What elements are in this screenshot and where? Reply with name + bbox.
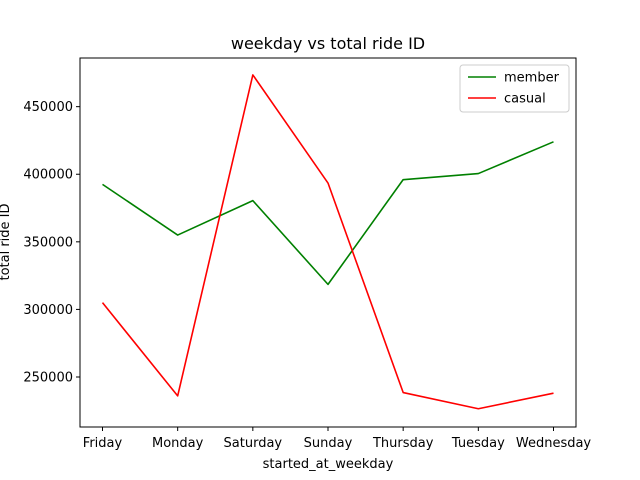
y-tick-label-300000: 300000 [23,303,73,318]
x-tick-label-wednesday: Wednesday [516,436,592,451]
x-tick-label-sunday: Sunday [304,436,353,451]
legend-label-casual: casual [504,92,546,107]
plot-frame [79,57,577,428]
x-tick-label-monday: Monday [152,436,204,451]
x-axis-label: started_at_weekday [263,457,394,472]
series-line-casual [101,74,554,410]
legend-label-member: member [504,71,560,86]
x-tick-label-friday: Friday [83,436,123,451]
chart-title: weekday vs total ride ID [231,34,425,53]
y-tick-label-400000: 400000 [23,168,73,183]
legend: member casual [459,64,570,113]
y-tick-label-450000: 450000 [23,100,73,115]
x-tick-label-thursday: Thursday [372,436,434,451]
y-axis: 250000 300000 350000 400000 450000 [23,100,80,385]
x-tick-label-tuesday: Tuesday [451,436,505,451]
series-line-member [102,141,554,286]
x-axis: Friday Monday Saturday Sunday Thursday Tuesda… [83,427,592,451]
y-tick-label-350000: 350000 [23,235,73,250]
x-tick-label-saturday: Saturday [224,436,283,451]
y-tick-label-250000: 250000 [23,370,73,385]
y-axis-label: total ride ID [0,203,13,280]
plot-area [101,74,554,410]
